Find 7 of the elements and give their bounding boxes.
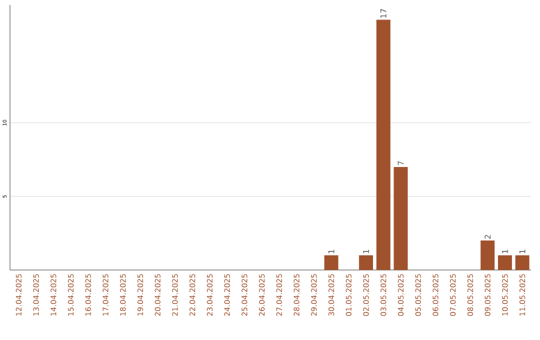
bar <box>359 255 374 270</box>
bar <box>324 255 338 270</box>
bar <box>480 240 495 270</box>
bar <box>515 255 530 270</box>
bar <box>394 166 408 270</box>
bar <box>498 255 512 270</box>
bar <box>376 20 390 270</box>
